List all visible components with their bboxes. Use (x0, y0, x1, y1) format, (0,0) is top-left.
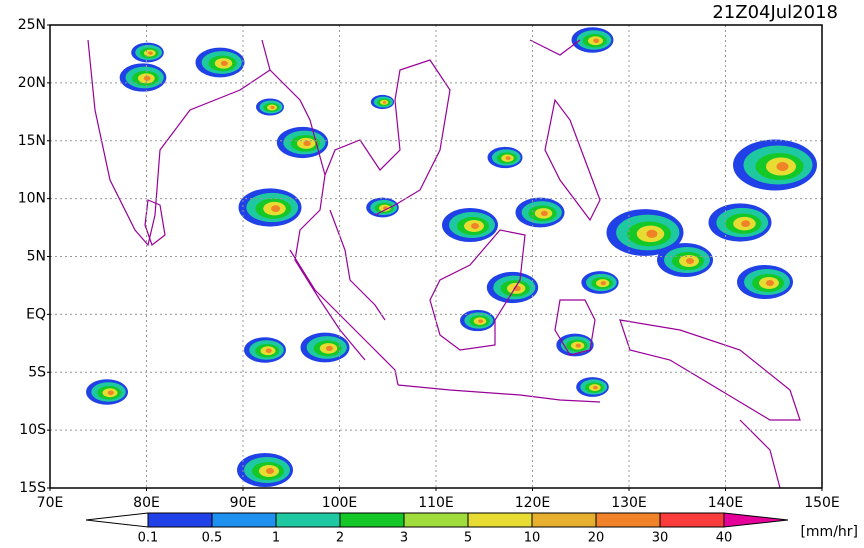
colorbar-label: 10 (524, 531, 541, 545)
colorbar-box (467, 512, 533, 528)
colorbar-unit: [mm/hr] (800, 524, 858, 540)
lon-label: 120E (515, 495, 551, 511)
lat-label: 5S (28, 364, 46, 380)
colorbar-box (659, 512, 725, 528)
coastlines (87, 39, 801, 489)
lon-label: 130E (611, 495, 647, 511)
lon-label: 140E (708, 495, 744, 511)
lat-label: 20N (18, 75, 46, 91)
lon-label: 90E (230, 495, 257, 511)
colorbar-label: 1 (272, 531, 280, 545)
colorbar-box (403, 512, 469, 528)
colorbar-box (211, 512, 277, 528)
lat-label: 15N (18, 133, 46, 149)
colorbar-box (147, 512, 213, 528)
colorbar-label: 30 (652, 531, 669, 545)
colorbar-label: 0.1 (138, 531, 159, 545)
colorbar-label: 20 (588, 531, 605, 545)
lon-label: 70E (37, 495, 64, 511)
lon-label: 150E (804, 495, 840, 511)
colorbar-label: 3 (400, 531, 408, 545)
colorbar-label: 5 (464, 531, 472, 545)
lon-label: 110E (418, 495, 454, 511)
colorbar-label: 0.5 (202, 531, 223, 545)
lon-label: 80E (133, 495, 160, 511)
colorbar-label: 40 (716, 531, 733, 545)
colorbar-box (531, 512, 597, 528)
lat-label: 25N (18, 17, 46, 33)
colorbar-low-arrow (85, 512, 149, 528)
colorbar-label: 2 (336, 531, 344, 545)
lat-label: EQ (26, 306, 46, 322)
map-title: 21Z04Jul2018 (712, 2, 838, 23)
lat-label: 10S (19, 422, 46, 438)
lat-label: 15S (19, 480, 46, 496)
lat-label: 10N (18, 191, 46, 207)
colorbar-box (275, 512, 341, 528)
lat-label: 5N (27, 249, 46, 265)
lon-label: 100E (322, 495, 358, 511)
colorbar-high-arrow (723, 512, 789, 528)
map-area (49, 24, 823, 489)
colorbar-box (339, 512, 405, 528)
colorbar-box (595, 512, 661, 528)
